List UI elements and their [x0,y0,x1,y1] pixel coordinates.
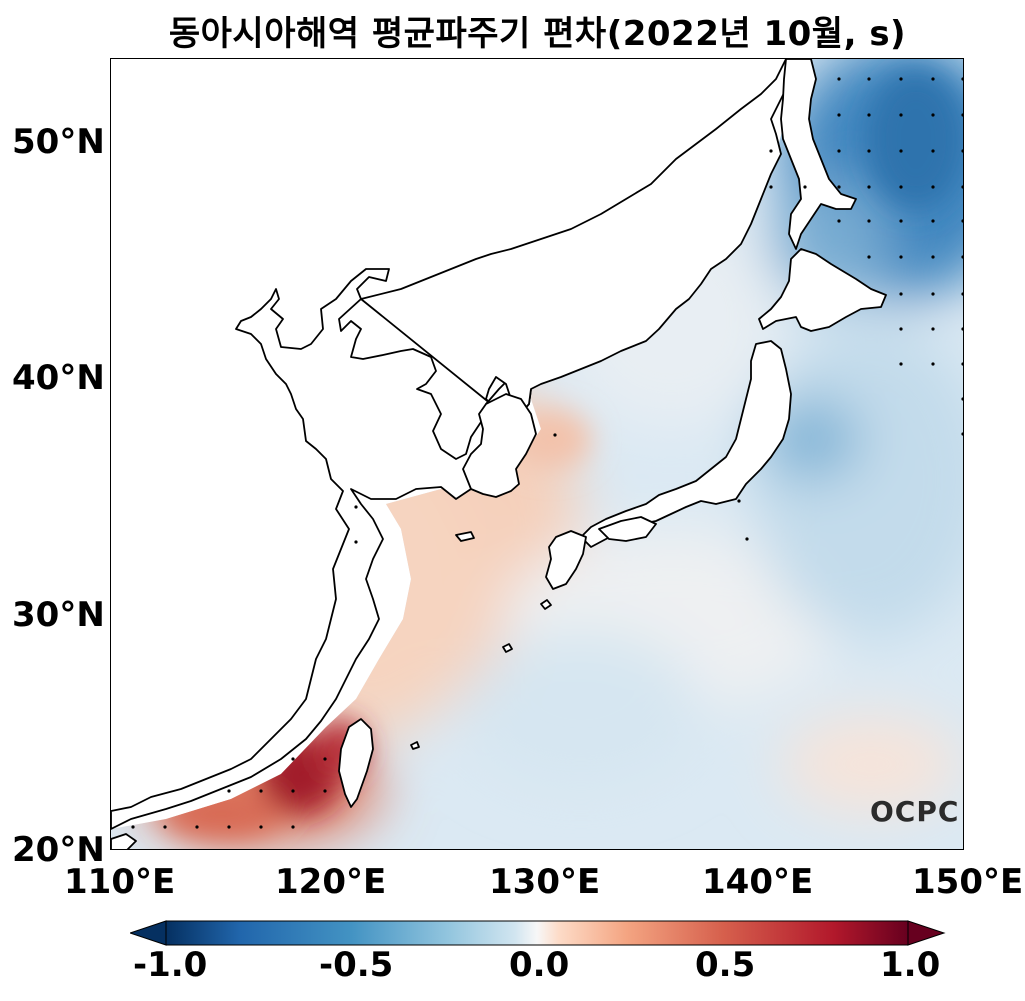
y-tick-label: 40°N [12,358,105,398]
y-tick-label: 20°N [12,830,105,870]
x-tick-label: 130°E [489,862,601,902]
x-tick-label: 110°E [64,862,176,902]
y-tick-label: 50°N [12,122,105,162]
x-tick-label: 140°E [702,862,814,902]
colorbar-tick-label: -1.0 [133,945,208,985]
x-tick-label: 150°E [912,862,1024,902]
map-title: 동아시아해역 평균파주기 편차(2022년 10월, s) [168,14,907,54]
ocpc-logo: OCPC [870,795,960,828]
x-tick-label: 120°E [275,862,387,902]
colorbar-tick-label: -0.5 [319,945,394,985]
anomaly-field [111,59,963,849]
y-tick-label: 30°N [12,595,105,635]
colorbar-tick-label: 0.5 [695,945,756,985]
colorbar-tick-label: 1.0 [880,945,941,985]
map-area [110,58,964,850]
colorbar [130,920,946,946]
colorbar-tick-label: 0.0 [509,945,570,985]
